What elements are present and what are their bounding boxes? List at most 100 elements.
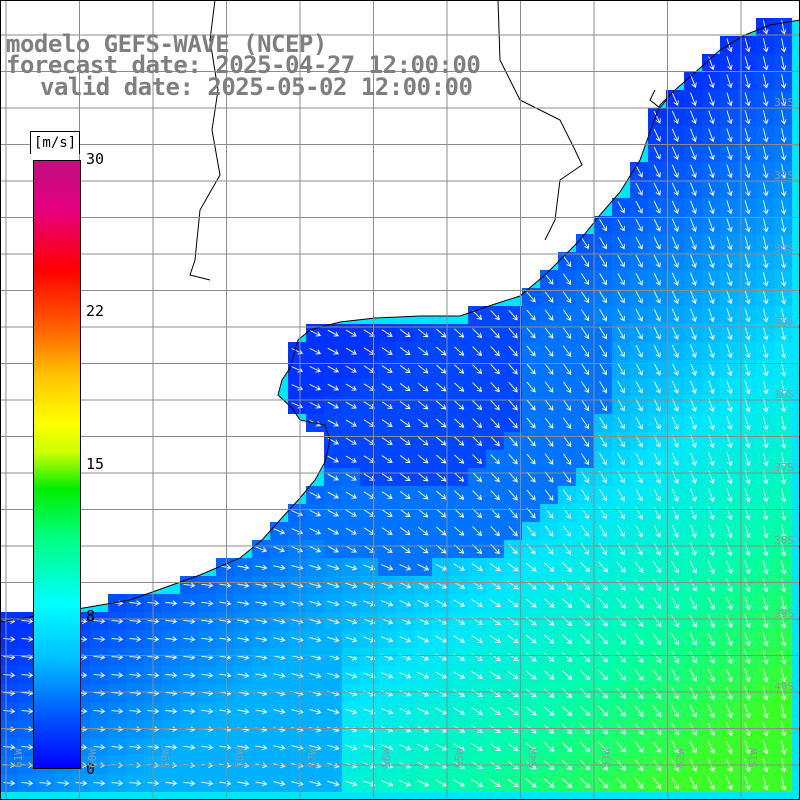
wind-arrow [635,272,643,286]
wind-arrow [780,578,787,593]
wind-arrow [707,686,715,700]
wind-arrow [508,309,518,321]
wind-arrow [581,327,590,340]
wind-arrow [165,744,178,751]
wind-arrow [616,597,626,609]
wind-arrow [327,383,339,391]
wind-arrow [726,308,733,323]
wind-arrow [309,780,322,787]
wind-arrow [453,743,466,751]
wind-arrow [237,582,250,589]
wind-arrow [544,381,554,393]
wind-arrow [762,776,769,791]
wind-arrow [436,436,447,446]
longitude-label: 56W [379,748,393,768]
wind-arrow [653,380,661,394]
wind-arrow [562,543,572,555]
wind-arrow [671,380,679,394]
wind-arrow [580,597,591,609]
wind-arrow [399,708,412,715]
wind-arrow [726,506,733,521]
wind-arrow [617,417,625,430]
wind-arrow [726,290,733,305]
wind-arrow [671,650,679,664]
wind-arrow [417,779,430,787]
wind-arrow [671,614,679,628]
wind-arrow [381,401,393,409]
wind-arrow [255,744,268,751]
wind-arrow [561,742,573,753]
wind-arrow [581,255,590,268]
wind-arrow [653,416,661,430]
wind-arrow [671,416,679,430]
wind-arrow [690,164,697,179]
wind-arrow [780,542,787,557]
wind-arrow [507,616,519,626]
wind-arrow [507,670,519,680]
wind-arrow [543,652,555,662]
wind-arrow [762,236,769,251]
wind-arrow [543,778,555,788]
wind-arrow [726,542,733,557]
wind-arrow [762,488,769,503]
wind-arrow [744,74,751,89]
wind-arrow [780,524,787,539]
wind-arrow [562,399,572,411]
wind-arrow [471,707,484,715]
wind-arrow [507,742,519,752]
wind-arrow [671,704,679,718]
wind-arrow [363,780,376,787]
model-title: modelo GEFS-WAVE (NCEP) [6,30,327,58]
wind-arrow [453,599,466,607]
wind-arrow [744,614,751,629]
wind-arrow [345,600,358,607]
wind-arrow [219,618,232,625]
wind-arrow [291,366,304,373]
wind-arrow [345,636,358,643]
wind-arrow [3,780,16,786]
wind-arrow [327,708,340,715]
wind-arrow [708,254,715,269]
wind-arrow [561,670,573,681]
wind-arrow [3,672,16,678]
wind-arrow [417,364,429,374]
wind-arrow [291,528,304,535]
wind-arrow [561,706,573,717]
wind-arrow [581,489,590,502]
wind-arrow [165,672,178,679]
wind-arrow [544,435,554,447]
wind-arrow [652,597,662,610]
wind-arrow [508,489,518,501]
wind-arrow [598,741,608,753]
wind-arrow [544,291,554,303]
wind-arrow [599,525,607,538]
wind-arrow [707,668,715,682]
wind-arrow [399,509,411,518]
wind-arrow [381,708,394,715]
wind-arrow [345,347,357,355]
wind-arrow [617,345,625,358]
wind-arrow [726,398,733,413]
wind-arrow [472,346,483,356]
wind-arrow [508,345,518,357]
wind-arrow [617,363,625,376]
wind-arrow [490,382,500,393]
wind-arrow [635,362,643,376]
wind-arrow [489,743,501,752]
longitude-label: 53W [600,748,613,768]
wind-arrow [562,327,572,339]
wind-arrow [526,399,536,411]
wind-arrow [690,380,697,395]
wind-arrow [635,308,643,322]
longitude-label: 52W [673,748,687,768]
wind-arrow [652,579,662,592]
wind-arrow [708,110,715,125]
wind-arrow [562,255,572,267]
wind-arrow [652,561,662,574]
wind-arrow [219,780,232,787]
wind-arrow [273,636,286,643]
wind-arrow [237,618,250,625]
wind-arrow [417,707,430,715]
wind-arrow [543,742,555,752]
wind-arrow [435,635,448,643]
